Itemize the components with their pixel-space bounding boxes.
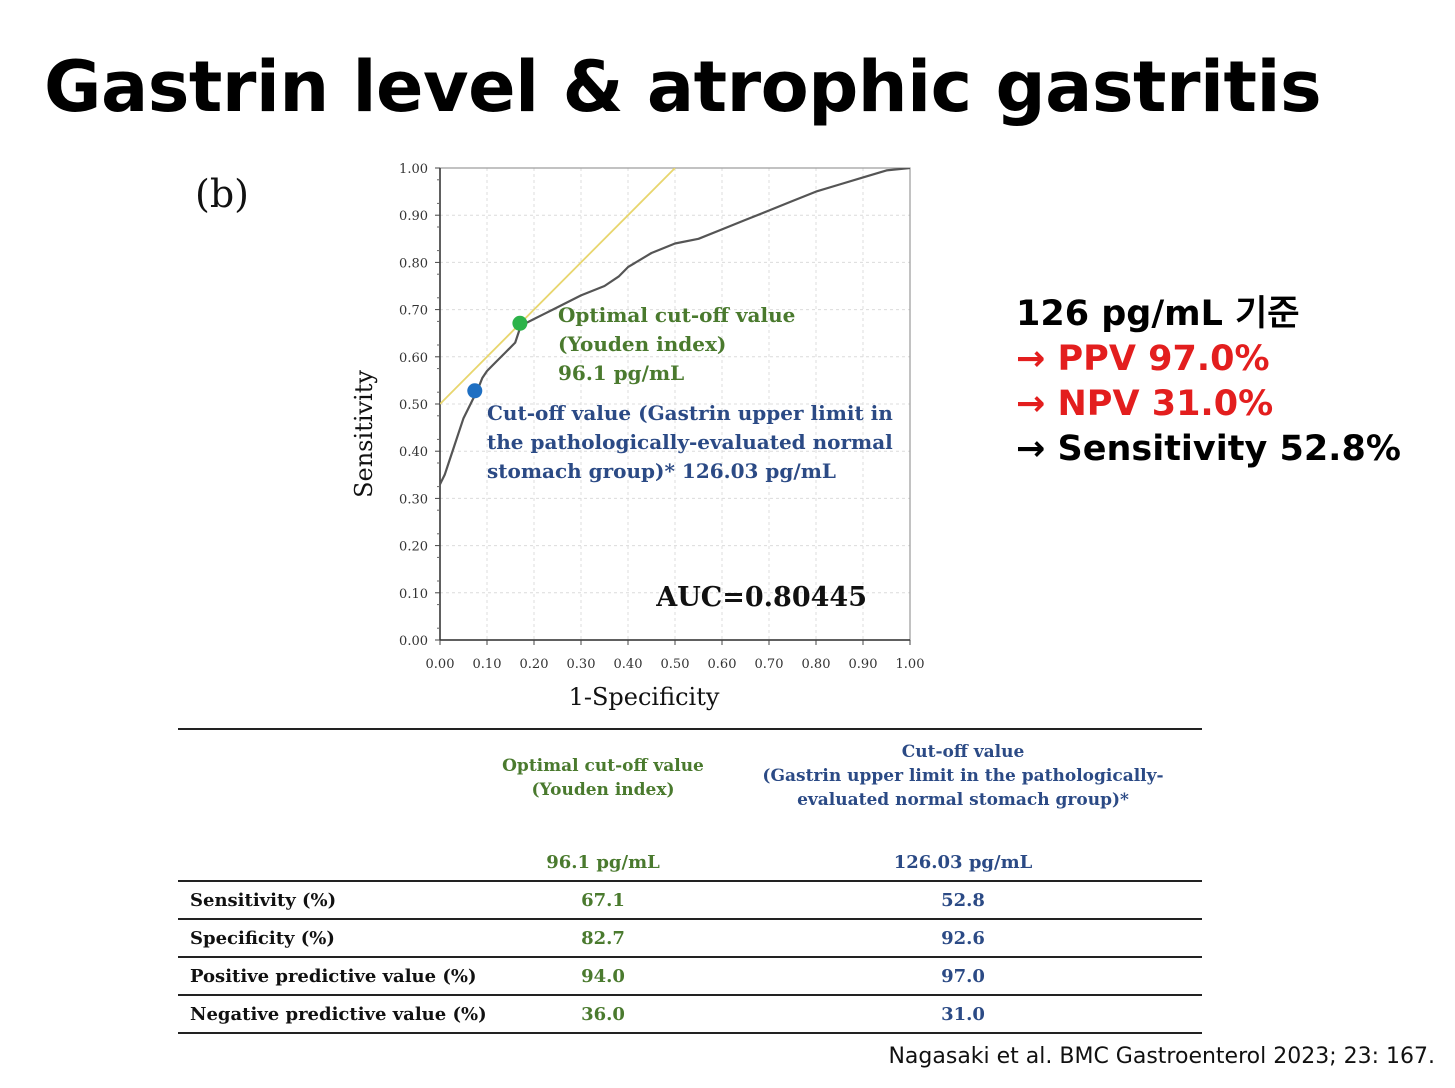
- roc-curve: [440, 168, 910, 485]
- y-tick-label: 0.50: [399, 398, 428, 413]
- summary-note: 126 pg/mL 기준 → PPV 97.0% → NPV 31.0% → S…: [1016, 292, 1401, 472]
- unit-cutoff: 126.03 pg/mL: [893, 852, 1033, 873]
- chart-annotations: Optimal cut-off value (Youden index) 96.1 …: [487, 303, 893, 613]
- cutoff-annotation-line: stomach group)* 126.03 pg/mL: [487, 459, 836, 483]
- row-optimal-value: 36.0: [581, 1004, 625, 1025]
- table-row: Sensitivity (%) 67.1 52.8: [178, 880, 1202, 918]
- slide-title: Gastrin level & atrophic gastritis: [44, 46, 1322, 128]
- unit-optimal: 96.1 pg/mL: [546, 852, 660, 873]
- note-line-4: → Sensitivity 52.8%: [1016, 429, 1401, 469]
- x-tick-label: 0.60: [708, 657, 737, 672]
- row-cutoff-value: 92.6: [941, 928, 985, 949]
- x-tick-label: 0.00: [426, 657, 455, 672]
- panel-label: (b): [195, 172, 249, 216]
- row-label: Negative predictive value (%): [190, 1004, 487, 1025]
- x-tick-label: 0.80: [802, 657, 831, 672]
- chart-points: [467, 315, 528, 399]
- y-tick-label: 0.40: [399, 445, 428, 460]
- table-header: Optimal cut-off value (Youden index) Cut…: [178, 728, 1202, 880]
- row-label: Sensitivity (%): [190, 890, 337, 911]
- y-axis-label: Sensitivity: [350, 370, 378, 498]
- row-optimal-value: 67.1: [581, 890, 625, 911]
- table-row: Negative predictive value (%) 36.0 31.0: [178, 994, 1202, 1034]
- header-optimal-line: (Youden index): [531, 780, 675, 800]
- cutoff-annotation-line: the pathologically-evaluated normal: [487, 430, 893, 454]
- x-axis-label: 1-Specificity: [569, 683, 720, 711]
- row-cutoff-value: 97.0: [941, 966, 985, 987]
- y-tick-label: 0.80: [399, 256, 428, 271]
- x-tick-label: 1.00: [896, 657, 925, 672]
- y-tick-label: 0.20: [399, 540, 428, 555]
- note-line-3: → NPV 31.0%: [1016, 384, 1274, 424]
- chart-ticks: 0.00 0.10 0.20 0.30 0.40 0.50 0.60 0.70 0.80 0.90…: [399, 162, 924, 672]
- header-optimal: Optimal cut-off value (Youden index): [468, 754, 738, 802]
- table-row: Positive predictive value (%) 94.0 97.0: [178, 956, 1202, 994]
- note-line-2: → PPV 97.0%: [1016, 339, 1270, 379]
- header-cutoff-line: Cut-off value: [901, 742, 1025, 762]
- upper-limit-cutoff-point: [467, 383, 483, 399]
- y-tick-label: 0.30: [399, 492, 428, 507]
- cutoff-annotation-line: Cut-off value (Gastrin upper limit in: [487, 401, 893, 425]
- optimal-cutoff-point: [512, 315, 528, 331]
- note-line-1: 126 pg/mL 기준: [1016, 294, 1300, 334]
- x-tick-label: 0.10: [473, 657, 502, 672]
- x-tick-label: 0.50: [661, 657, 690, 672]
- optimal-annotation-line: 96.1 pg/mL: [558, 361, 684, 385]
- row-label: Specificity (%): [190, 928, 335, 949]
- chart-series: [440, 168, 910, 485]
- roc-chart: 0.00 0.10 0.20 0.30 0.40 0.50 0.60 0.70 0.80 0.90…: [350, 162, 924, 711]
- y-tick-label: 0.70: [399, 304, 428, 319]
- row-cutoff-value: 31.0: [941, 1004, 985, 1025]
- table-row: Specificity (%) 82.7 92.6: [178, 918, 1202, 956]
- header-cutoff-line: (Gastrin upper limit in the pathological…: [762, 766, 1164, 786]
- header-cutoff: Cut-off value (Gastrin upper limit in th…: [758, 740, 1168, 812]
- y-tick-label: 0.60: [399, 351, 428, 366]
- y-tick-label: 0.00: [399, 634, 428, 649]
- y-tick-label: 0.10: [399, 587, 428, 602]
- row-optimal-value: 94.0: [581, 966, 625, 987]
- x-tick-label: 0.90: [849, 657, 878, 672]
- reference-line: [440, 168, 676, 405]
- header-cutoff-line: evaluated normal stomach group)*: [797, 790, 1129, 810]
- row-label: Positive predictive value (%): [190, 966, 477, 987]
- x-tick-label: 0.40: [614, 657, 643, 672]
- row-cutoff-value: 52.8: [941, 890, 985, 911]
- x-tick-label: 0.20: [520, 657, 549, 672]
- row-optimal-value: 82.7: [581, 928, 625, 949]
- y-tick-label: 0.90: [399, 209, 428, 224]
- citation: Nagasaki et al. BMC Gastroenterol 2023; …: [888, 1044, 1435, 1069]
- x-tick-label: 0.70: [755, 657, 784, 672]
- y-tick-label: 1.00: [399, 162, 428, 177]
- header-optimal-line: Optimal cut-off value: [502, 756, 704, 776]
- optimal-annotation-line: (Youden index): [558, 332, 726, 356]
- optimal-annotation-line: Optimal cut-off value: [558, 303, 795, 327]
- auc-label: AUC=0.80445: [655, 582, 867, 613]
- cutoff-table: Optimal cut-off value (Youden index) Cut…: [178, 728, 1202, 1034]
- x-tick-label: 0.30: [567, 657, 596, 672]
